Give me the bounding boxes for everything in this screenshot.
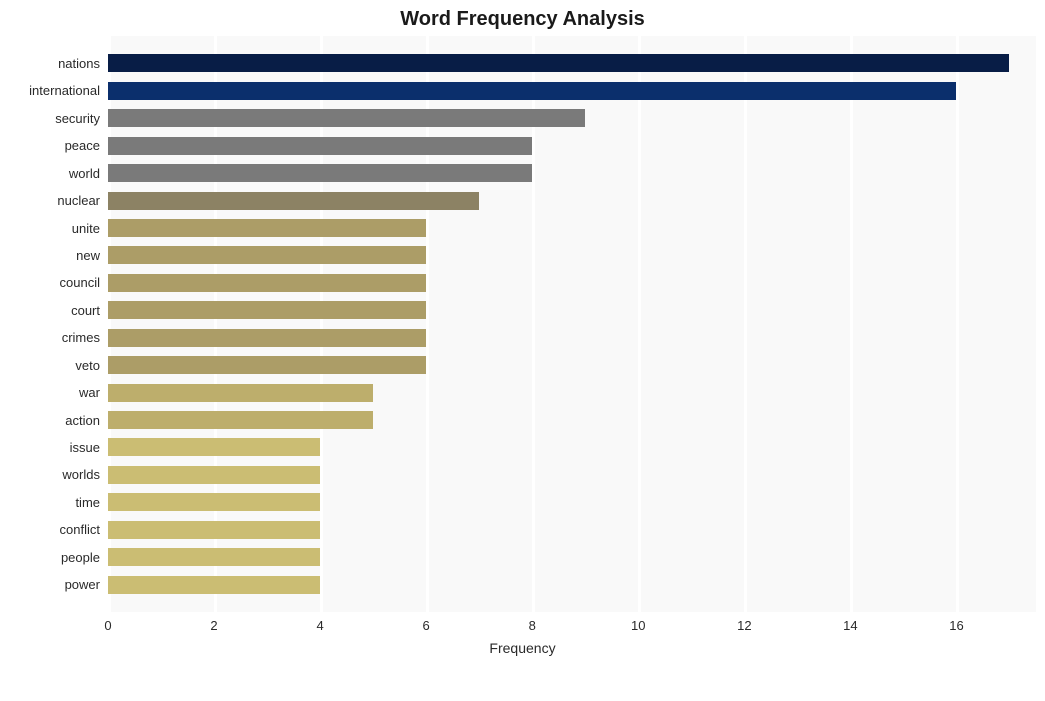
x-tick-label: 12 — [737, 618, 751, 633]
y-tick-label: court — [0, 304, 100, 317]
bar-veto — [108, 356, 426, 374]
y-tick-label: council — [0, 276, 100, 289]
x-tick-label: 16 — [949, 618, 963, 633]
bar-security — [108, 109, 585, 127]
bar-worlds — [108, 466, 320, 484]
chart-title: Word Frequency Analysis — [0, 8, 1045, 31]
bar-war — [108, 384, 373, 402]
y-tick-label: crimes — [0, 331, 100, 344]
y-tick-label: nations — [0, 57, 100, 70]
x-tick-label: 0 — [104, 618, 111, 633]
x-tick-label: 10 — [631, 618, 645, 633]
bar-international — [108, 82, 956, 100]
x-tick-label: 2 — [210, 618, 217, 633]
y-tick-label: issue — [0, 441, 100, 454]
x-tick-label: 6 — [423, 618, 430, 633]
y-tick-label: security — [0, 112, 100, 125]
bar-issue — [108, 438, 320, 456]
bar-conflict — [108, 521, 320, 539]
y-tick-label: world — [0, 167, 100, 180]
bar-people — [108, 548, 320, 566]
bar-action — [108, 411, 373, 429]
y-tick-label: people — [0, 551, 100, 564]
y-tick-label: international — [0, 84, 100, 97]
bar-power — [108, 576, 320, 594]
bar-nations — [108, 54, 1009, 72]
bar-court — [108, 301, 426, 319]
y-tick-label: unite — [0, 222, 100, 235]
bar-new — [108, 246, 426, 264]
y-tick-label: conflict — [0, 523, 100, 536]
y-tick-label: time — [0, 496, 100, 509]
y-tick-label: new — [0, 249, 100, 262]
y-tick-label: peace — [0, 139, 100, 152]
gridline — [850, 36, 853, 612]
x-tick-label: 8 — [529, 618, 536, 633]
gridline — [638, 36, 641, 612]
y-tick-label: veto — [0, 359, 100, 372]
chart-container: Word Frequency Analysis nations internati… — [0, 0, 1045, 701]
bar-world — [108, 164, 532, 182]
y-tick-label: power — [0, 578, 100, 591]
x-tick-label: 4 — [316, 618, 323, 633]
bar-crimes — [108, 329, 426, 347]
y-tick-label: war — [0, 386, 100, 399]
y-tick-label: action — [0, 414, 100, 427]
bar-unite — [108, 219, 426, 237]
gridline — [744, 36, 747, 612]
bar-peace — [108, 137, 532, 155]
y-tick-label: nuclear — [0, 194, 100, 207]
bar-council — [108, 274, 426, 292]
bar-nuclear — [108, 192, 479, 210]
bar-time — [108, 493, 320, 511]
y-tick-label: worlds — [0, 468, 100, 481]
gridline — [956, 36, 959, 612]
x-axis-label: Frequency — [0, 640, 1045, 656]
plot-area — [108, 36, 1036, 612]
x-tick-label: 14 — [843, 618, 857, 633]
